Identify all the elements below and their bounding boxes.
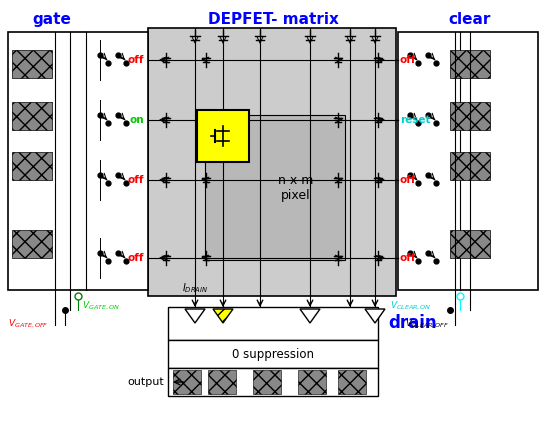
Bar [338,370,366,394]
Bar [54,50,82,78]
Bar [298,370,326,394]
Text: off: off [128,175,144,185]
Text: $V_{GATE, ON}$: $V_{GATE, ON}$ [82,300,120,312]
Bar [8,32,148,290]
Bar [205,115,345,260]
Bar [173,370,201,394]
Text: clear: clear [449,12,491,27]
Bar [54,102,82,130]
Text: gate: gate [33,12,72,27]
Polygon shape [300,309,320,323]
Text: off: off [128,253,144,263]
Text: output: output [127,377,164,387]
Text: on: on [129,115,144,125]
Bar [148,28,396,296]
Bar [253,370,281,394]
Text: $V_{GATE, OFF}$: $V_{GATE, OFF}$ [8,318,49,330]
Text: drain: drain [388,314,437,332]
Text: $I_{DRAIN}$: $I_{DRAIN}$ [182,281,208,295]
Bar [54,230,82,258]
Polygon shape [185,309,205,323]
Text: off: off [400,55,417,65]
Bar [208,370,236,394]
Text: off: off [400,253,417,263]
Text: off: off [128,55,144,65]
Text: $V_{CLEAR, ON}$: $V_{CLEAR, ON}$ [390,300,431,312]
Bar [54,152,82,180]
Bar [168,307,378,340]
Text: reset: reset [400,115,430,125]
Bar [12,50,52,78]
Text: DEPFET- matrix: DEPFET- matrix [207,12,339,27]
Bar [450,230,490,258]
Bar [398,32,538,290]
Bar [168,368,378,396]
Bar [12,102,52,130]
Text: n x m
pixel: n x m pixel [278,174,314,201]
Bar [12,230,52,258]
Bar [168,340,378,368]
Polygon shape [365,309,385,323]
Bar [197,110,249,162]
Bar [450,50,490,78]
Text: 0 suppression: 0 suppression [232,347,314,361]
Text: $V_{CLEAR, OFF}$: $V_{CLEAR, OFF}$ [405,318,449,330]
Bar [12,152,52,180]
Bar [450,152,490,180]
Polygon shape [213,309,233,323]
Text: off: off [400,175,417,185]
Bar [450,102,490,130]
